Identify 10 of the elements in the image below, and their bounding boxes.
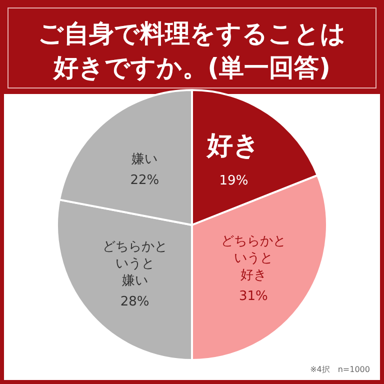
slice-label: どちらかというと好き [220, 234, 286, 283]
slice-label: 嫌い [132, 152, 158, 167]
slice-label: 好き [206, 131, 260, 162]
data-label: 31% [238, 288, 268, 304]
chart-title: ご自身で料理をすることは好きですか。(単一回答) [38, 19, 346, 82]
data-label: 28% [120, 294, 150, 310]
text: ※4択 n=1000 [310, 365, 370, 374]
slice-label: どちらかというと嫌い [102, 239, 168, 288]
data-label: 19% [219, 174, 248, 189]
data-label: 22% [130, 172, 160, 188]
